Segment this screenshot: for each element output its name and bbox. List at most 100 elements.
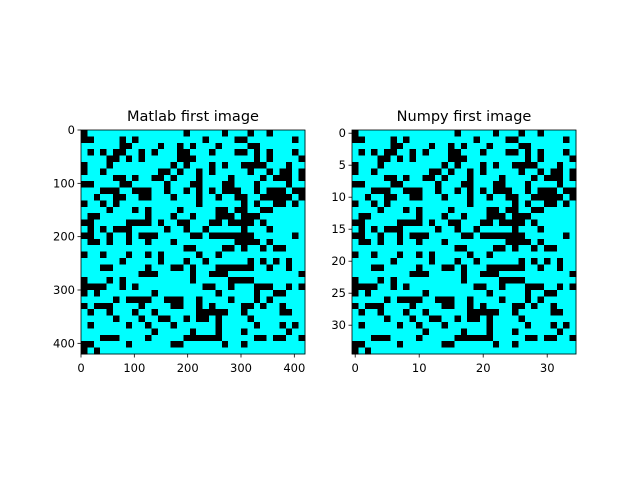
heatmap-cell <box>234 219 242 227</box>
heatmap-cell <box>492 328 500 336</box>
heatmap-cell <box>241 162 248 169</box>
heatmap-cell <box>460 219 468 227</box>
heatmap-cell <box>253 258 261 265</box>
heatmap-cell <box>189 238 197 246</box>
heatmap-cell <box>132 315 139 323</box>
heatmap-cell <box>157 270 165 278</box>
heatmap-cell <box>298 251 306 259</box>
heatmap-cell <box>358 238 366 246</box>
heatmap-cell <box>492 200 500 208</box>
heatmap-cell <box>125 322 133 329</box>
heatmap-cell <box>467 283 474 291</box>
heatmap-cell <box>87 232 95 240</box>
heatmap-cell <box>170 194 178 201</box>
heatmap-cell <box>132 213 139 220</box>
heatmap-cell <box>100 328 107 336</box>
heatmap-cell <box>454 296 462 304</box>
heatmap-cell <box>480 206 487 214</box>
heatmap-cell <box>106 206 114 214</box>
heatmap-cell <box>164 328 171 336</box>
heatmap-cell <box>125 168 133 176</box>
heatmap-cell <box>260 226 267 233</box>
heatmap-cell <box>119 283 127 291</box>
heatmap-cell <box>253 142 261 150</box>
heatmap-cell <box>358 136 366 144</box>
heatmap-cell <box>531 206 538 214</box>
heatmap-cell <box>132 162 139 169</box>
heatmap-cell <box>499 277 506 284</box>
heatmap-cell <box>377 270 385 278</box>
heatmap-cell <box>556 168 564 176</box>
heatmap-cell <box>253 136 261 144</box>
heatmap-cell <box>125 181 133 188</box>
heatmap-cell <box>151 226 159 233</box>
heatmap-cell <box>221 162 229 169</box>
heatmap-cell <box>512 245 519 252</box>
heatmap-cell <box>512 232 519 240</box>
panel-matlab: Matlab first image 0 100 200 300 40001002003… <box>53 109 306 375</box>
heatmap-cell <box>157 258 165 265</box>
heatmap-cell <box>151 168 159 176</box>
heatmap-cell <box>556 251 564 259</box>
heatmap-cell <box>416 328 423 336</box>
heatmap-cell <box>215 155 223 163</box>
heatmap-cell <box>215 328 223 336</box>
heatmap-cell <box>422 206 430 214</box>
heatmap-cell <box>550 277 558 284</box>
heatmap-cell <box>113 155 120 163</box>
heatmap-cell <box>454 130 462 137</box>
heatmap-cell <box>492 206 500 214</box>
heatmap-cell <box>170 270 178 278</box>
heatmap-cell <box>292 277 299 284</box>
heatmap-cell <box>170 341 178 348</box>
heatmap-cell <box>228 290 235 297</box>
heatmap-cell <box>106 296 114 304</box>
heatmap-cell <box>428 258 436 265</box>
heatmap-cell <box>138 328 146 336</box>
heatmap-cell <box>125 194 133 201</box>
heatmap-cell <box>298 334 306 342</box>
heatmap-cell <box>266 226 274 233</box>
heatmap-matlab <box>81 130 306 355</box>
heatmap-cell <box>556 270 564 278</box>
heatmap-cell <box>138 347 146 355</box>
heatmap-cell <box>170 245 178 252</box>
heatmap-cell <box>377 302 385 310</box>
heatmap-cell <box>499 206 506 214</box>
heatmap-cell <box>202 283 210 291</box>
heatmap-cell <box>428 315 436 323</box>
heatmap-cell <box>435 194 442 201</box>
heatmap-cell <box>390 296 398 304</box>
heatmap-cell <box>550 296 558 304</box>
heatmap-cell <box>266 168 274 176</box>
heatmap-cell <box>215 309 223 316</box>
heatmap-cell <box>189 290 197 297</box>
heatmap-cell <box>145 194 152 201</box>
heatmap-cell <box>352 245 359 252</box>
heatmap-cell <box>499 315 506 323</box>
heatmap-cell <box>531 270 538 278</box>
heatmap-cell <box>247 219 255 227</box>
heatmap-cell <box>569 155 577 163</box>
heatmap-cell <box>221 283 229 291</box>
heatmap-cell <box>371 206 378 214</box>
heatmap-cell <box>454 302 462 310</box>
heatmap-cell <box>416 296 423 304</box>
heatmap-cell <box>215 315 223 323</box>
heatmap-cell <box>416 264 423 272</box>
heatmap-cell <box>390 258 398 265</box>
heatmap-cell <box>106 238 114 246</box>
heatmap-cell <box>396 296 404 304</box>
heatmap-cell <box>512 270 519 278</box>
heatmap-cell <box>448 181 455 188</box>
heatmap-cell <box>371 302 378 310</box>
heatmap-cell <box>409 187 417 195</box>
heatmap-cell <box>364 142 372 150</box>
heatmap-cell <box>524 162 532 169</box>
heatmap-cell <box>273 194 280 201</box>
heatmap-cell <box>81 226 88 233</box>
heatmap-cell <box>202 270 210 278</box>
heatmap-cell <box>183 251 191 259</box>
heatmap-cell <box>492 181 500 188</box>
